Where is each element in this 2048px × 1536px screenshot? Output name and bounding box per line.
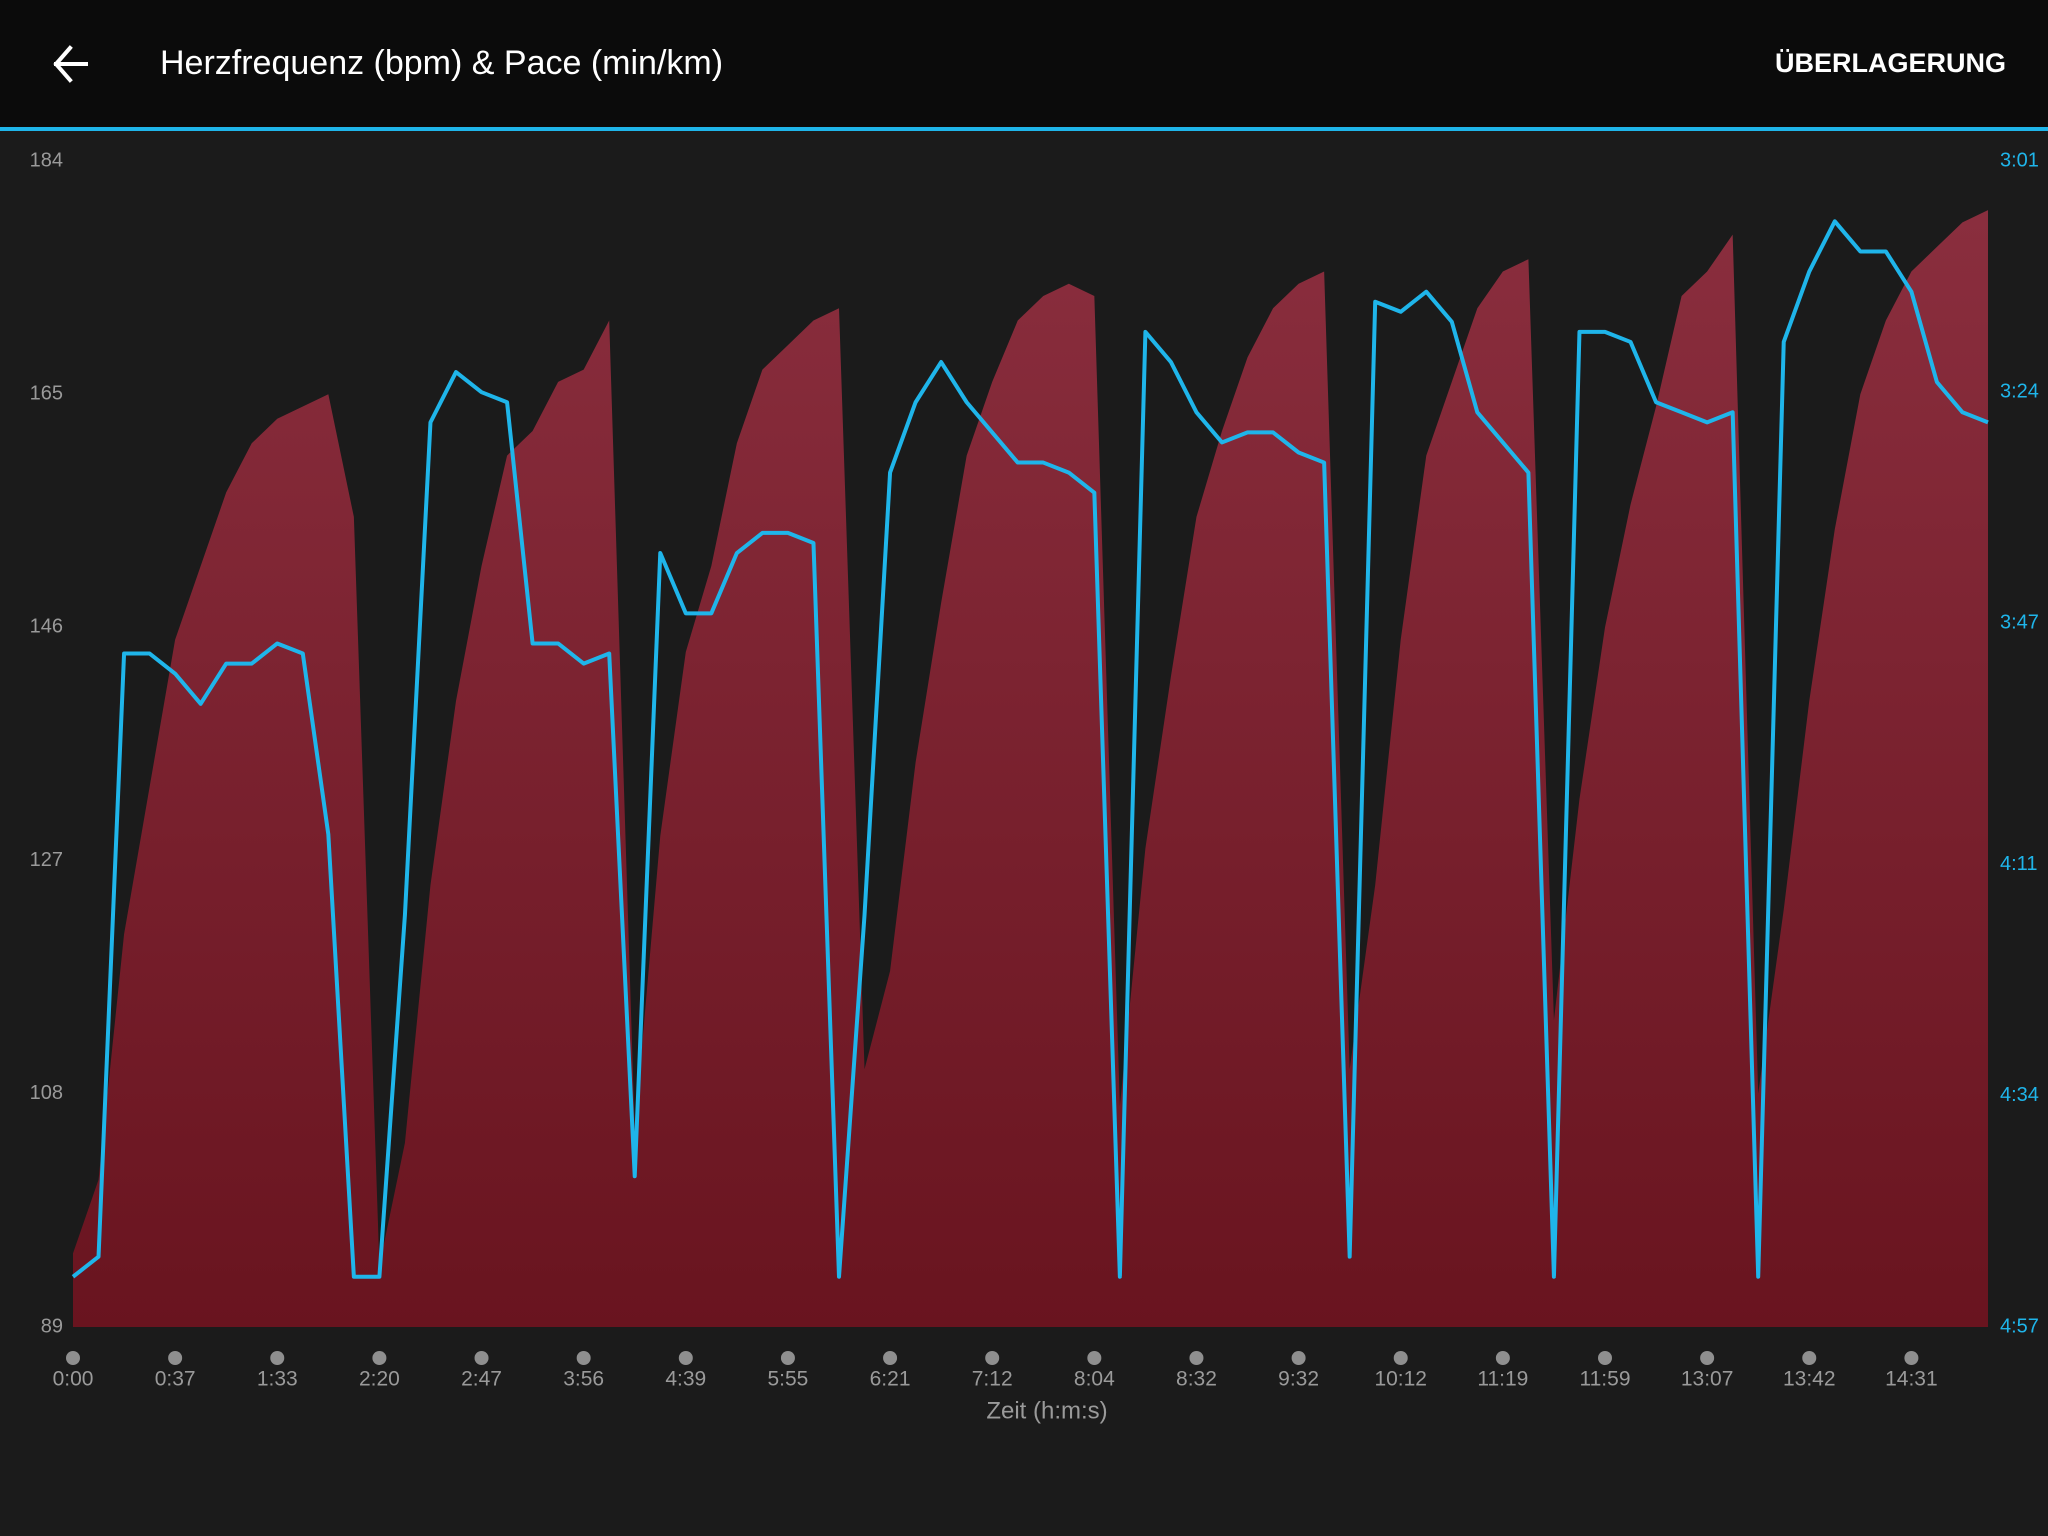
x-tick-dot — [1802, 1351, 1817, 1365]
x-tick-label: 0:00 — [53, 1368, 94, 1391]
x-tick-dot — [66, 1351, 80, 1365]
x-tick-label: 1:33 — [257, 1368, 298, 1391]
x-tick-label: 6:21 — [870, 1368, 911, 1391]
x-tick-dot — [474, 1351, 489, 1365]
y2-tick-label: 4:34 — [2000, 1084, 2039, 1106]
x-tick-label: 0:37 — [155, 1368, 196, 1391]
x-tick-dot — [1495, 1351, 1510, 1365]
x-tick-dot — [1393, 1351, 1408, 1365]
x-tick-dot — [576, 1351, 591, 1365]
x-tick-dot — [985, 1351, 1000, 1365]
x-tick-dot — [168, 1351, 183, 1365]
y-tick-label: 165 — [30, 382, 63, 404]
y-tick-label: 184 — [30, 149, 63, 171]
x-axis-title: Zeit (h:m:s) — [986, 1397, 1107, 1424]
x-tick-dot — [780, 1351, 795, 1365]
x-tick-label: 8:04 — [1074, 1368, 1115, 1391]
overlay-button[interactable]: ÜBERLAGERUNG — [1775, 48, 2006, 78]
y2-tick-label: 4:11 — [2000, 853, 2037, 875]
x-tick-label: 10:12 — [1374, 1368, 1427, 1391]
app-bar — [0, 0, 2048, 128]
y-tick-label: 146 — [30, 616, 63, 638]
x-tick-label: 5:55 — [767, 1368, 808, 1391]
x-tick-dot — [1087, 1351, 1102, 1365]
x-tick-dot — [270, 1351, 285, 1365]
pace-line — [71, 219, 1989, 1279]
y-tick-label: 127 — [30, 849, 63, 871]
x-tick-label: 14:31 — [1885, 1368, 1938, 1391]
x-tick-label: 2:20 — [359, 1368, 400, 1391]
y2-tick-label: 3:47 — [2000, 612, 2039, 634]
x-tick-label: 2:47 — [461, 1368, 502, 1391]
y-tick-label: 108 — [30, 1082, 63, 1104]
x-tick-label: 4:39 — [665, 1368, 706, 1391]
x-tick-dot — [1904, 1351, 1919, 1365]
x-tick-dot — [1291, 1351, 1306, 1365]
y2-tick-label: 4:57 — [2000, 1315, 2039, 1337]
x-tick-dot — [883, 1351, 898, 1365]
y2-tick-label: 3:01 — [2000, 149, 2039, 171]
x-tick-dot — [1189, 1351, 1204, 1365]
app-bar-divider — [0, 127, 2048, 131]
x-tick-label: 3:56 — [563, 1368, 604, 1391]
x-tick-dot — [678, 1351, 693, 1365]
x-tick-label: 13:07 — [1681, 1368, 1734, 1391]
heart-rate-area — [73, 210, 1988, 1328]
y-tick-label: 89 — [41, 1315, 63, 1337]
x-tick-dot — [1598, 1351, 1612, 1365]
x-tick-label: 11:19 — [1477, 1368, 1528, 1391]
screen-title: Herzfrequenz (bpm) & Pace (min/km) — [160, 44, 723, 82]
y2-tick-label: 3:24 — [2000, 380, 2039, 402]
back-button[interactable] — [53, 45, 88, 83]
x-tick-label: 13:42 — [1783, 1368, 1836, 1391]
x-tick-label: 11:59 — [1580, 1368, 1631, 1391]
x-tick-label: 9:32 — [1278, 1368, 1319, 1391]
x-tick-label: 7:12 — [972, 1368, 1013, 1391]
back-arrow-head — [53, 45, 73, 83]
x-tick-label: 8:32 — [1176, 1368, 1217, 1391]
x-tick-dot — [372, 1351, 387, 1365]
x-tick-dot — [1700, 1351, 1715, 1365]
